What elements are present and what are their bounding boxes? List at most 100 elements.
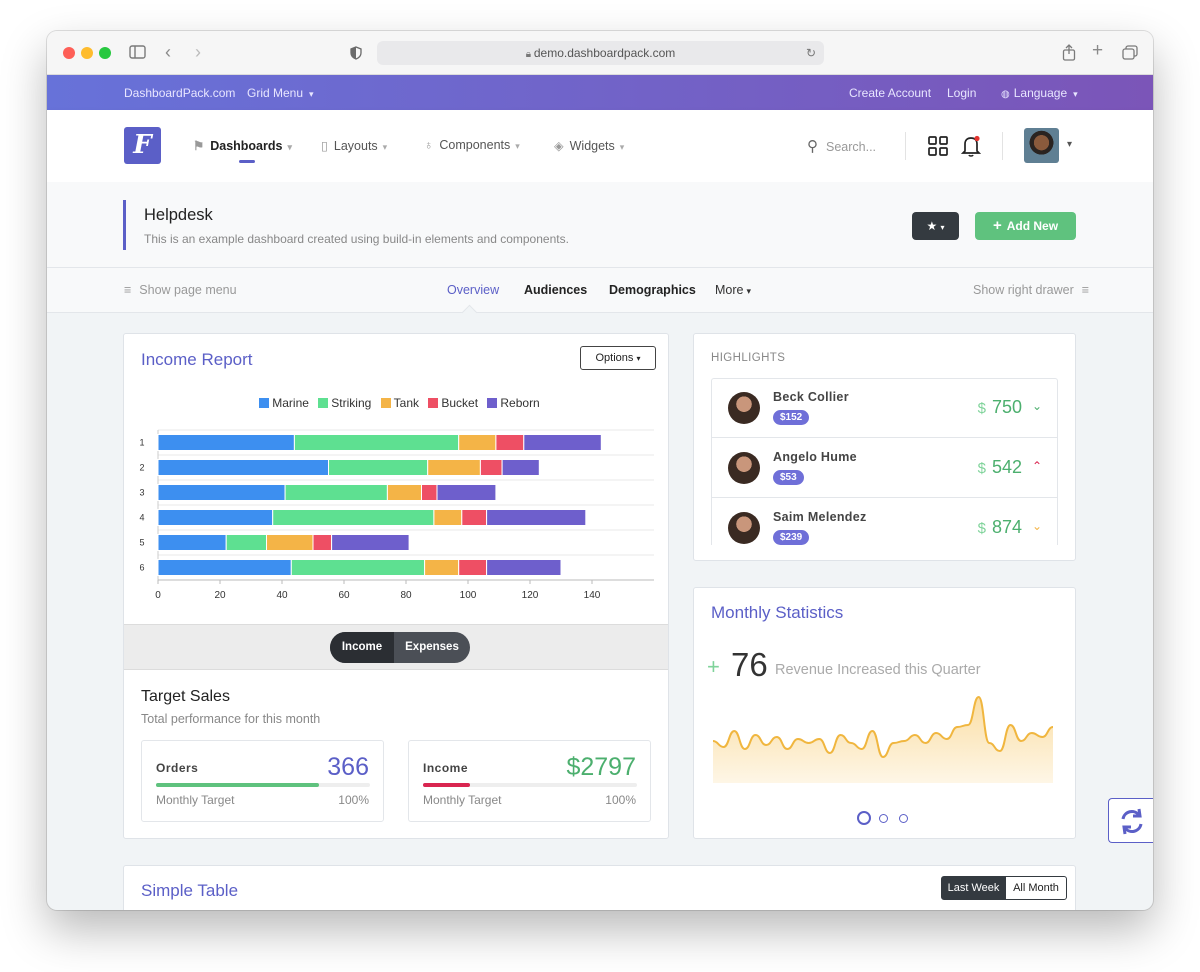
chevron-down-icon[interactable]: ▾: [1067, 139, 1073, 150]
reload-icon[interactable]: ↻: [805, 46, 816, 60]
expenses-toggle-button[interactable]: Expenses: [405, 641, 459, 653]
y-tick-label: 5: [139, 538, 144, 548]
language-dropdown[interactable]: ◍ Language ▾: [1001, 86, 1078, 100]
options-dropdown[interactable]: Options ▾: [580, 346, 656, 370]
all-month-button[interactable]: All Month: [1005, 876, 1067, 900]
bar-segment: [486, 509, 587, 526]
search-input[interactable]: Search...: [826, 140, 877, 154]
currency-symbol: $: [977, 460, 986, 477]
highlights-title: HIGHLIGHTS: [711, 352, 786, 364]
nav-widgets[interactable]: ◈ Widgets ▾: [554, 138, 624, 153]
highlight-row[interactable]: Beck Collier $152 $750 ⌄: [711, 378, 1058, 438]
grid-apps-icon[interactable]: [928, 136, 948, 161]
carousel-dot[interactable]: [899, 814, 908, 823]
nav-dashboards[interactable]: ⚑ Dashboards ▾: [193, 138, 292, 153]
nav-components[interactable]: ♁ Components ▾: [424, 138, 520, 152]
bar-segment: [328, 459, 429, 476]
create-account-link[interactable]: Create Account: [849, 86, 932, 100]
carousel-dot-active[interactable]: [857, 811, 871, 825]
orders-stat: Orders 366 Monthly Target 100%: [141, 740, 384, 822]
app-header: F ⚑ Dashboards ▾ ▯ Layouts ▾ ♁ Components ▾ ◈ W…: [47, 110, 1153, 182]
show-right-drawer-button[interactable]: Show right drawer ≡: [973, 283, 1089, 297]
bar-segment: [433, 509, 463, 526]
globe-icon: ◍: [1001, 89, 1010, 100]
login-link[interactable]: Login: [947, 86, 977, 100]
browser-toolbar: ‹ › 🔒︎ demo.dashboardpack.com ↻ +: [47, 31, 1153, 75]
back-icon[interactable]: ‹: [165, 42, 171, 62]
bar-segment: [284, 484, 388, 501]
tab-audiences[interactable]: Audiences: [524, 283, 588, 297]
currency-symbol: $: [977, 400, 986, 417]
show-page-menu-button[interactable]: ≡ Show page menu: [124, 283, 237, 297]
chevron-down-icon: ▾: [619, 142, 625, 152]
tab-more[interactable]: More ▾: [715, 283, 751, 297]
grid-menu-dropdown[interactable]: Grid Menu ▾: [247, 86, 314, 100]
monthly-statistics-title: Monthly Statistics: [711, 603, 844, 622]
nav-components-label: Components: [439, 138, 511, 152]
legend-swatch: [380, 398, 391, 408]
income-expenses-toggle: Income Expenses: [330, 632, 470, 663]
forward-icon[interactable]: ›: [195, 42, 201, 62]
chevron-down-icon: ▾: [746, 286, 752, 296]
close-window-button[interactable]: [63, 47, 75, 59]
lightbulb-icon: ♁: [424, 138, 434, 152]
favorite-dropdown-button[interactable]: ★ ▾: [912, 212, 959, 240]
last-week-button[interactable]: Last Week: [941, 876, 1006, 900]
user-avatar[interactable]: [1024, 128, 1059, 163]
legend-item: Tank: [375, 396, 419, 410]
nav-layouts-label: Layouts: [333, 139, 378, 153]
avatar: [728, 452, 760, 484]
highlight-amount: 750: [991, 397, 1022, 417]
tab-overview[interactable]: Overview: [447, 283, 500, 297]
nav-layouts[interactable]: ▯ Layouts ▾: [321, 138, 387, 153]
page-title: Helpdesk: [144, 206, 213, 224]
signpost-icon: ⚑: [193, 139, 205, 153]
bar-segment: [501, 459, 540, 476]
simple-table-title: Simple Table: [141, 881, 239, 900]
shield-icon[interactable]: [350, 46, 362, 64]
chevron-down-icon: ▾: [309, 89, 314, 99]
carousel-dot[interactable]: [879, 814, 888, 823]
sidebar-toggle-icon[interactable]: [129, 45, 146, 63]
app-logo[interactable]: F: [124, 127, 161, 164]
nav-widgets-label: Widgets: [569, 139, 615, 153]
bar-segment: [157, 534, 227, 551]
legend-item: Bucket: [422, 396, 478, 410]
minimize-window-button[interactable]: [81, 47, 93, 59]
x-tick-label: 20: [214, 590, 226, 601]
sparkline-area: [713, 697, 1053, 783]
brand-link[interactable]: DashboardPack.com: [124, 86, 236, 100]
active-tab-pointer: [461, 304, 478, 321]
highlight-row[interactable]: Saim Melendez $239 $874 ⌄: [711, 498, 1058, 545]
refresh-icon: [1121, 808, 1143, 835]
address-bar[interactable]: 🔒︎ demo.dashboardpack.com ↻: [377, 41, 824, 65]
tab-demographics[interactable]: Demographics: [609, 283, 696, 297]
highlight-row[interactable]: Angelo Hume $53 $542 ⌃: [711, 438, 1058, 498]
bar-segment: [225, 534, 267, 551]
bar-segment: [461, 509, 488, 526]
caret-down-icon: ▾: [940, 223, 945, 232]
bell-icon[interactable]: [960, 135, 982, 162]
page-title-section: Helpdesk This is an example dashboard cr…: [47, 182, 1153, 268]
stat-value: 366: [327, 753, 369, 781]
highlights-list: Beck Collier $152 $750 ⌄ Angelo Hume $53…: [694, 378, 1077, 545]
refresh-button[interactable]: [1108, 798, 1153, 843]
income-toggle-button[interactable]: Income: [330, 632, 394, 663]
bar-segment: [266, 534, 314, 551]
legend-swatch: [259, 398, 270, 408]
x-tick-label: 100: [460, 590, 477, 601]
search-box[interactable]: ⚲ Search...: [807, 137, 876, 155]
stat-progress-track: [156, 783, 370, 787]
x-tick-label: 40: [276, 590, 288, 601]
add-new-button[interactable]: + Add New: [975, 212, 1076, 240]
show-page-menu-label: Show page menu: [139, 283, 237, 297]
avatar: [728, 392, 760, 424]
maximize-window-button[interactable]: [99, 47, 111, 59]
stat-percent: 100%: [605, 793, 636, 807]
tabs-overview-icon[interactable]: [1122, 45, 1138, 64]
stat-value: $2797: [566, 753, 636, 781]
new-tab-icon[interactable]: +: [1092, 40, 1104, 61]
bar-segment: [293, 434, 460, 451]
share-icon[interactable]: [1062, 44, 1076, 65]
